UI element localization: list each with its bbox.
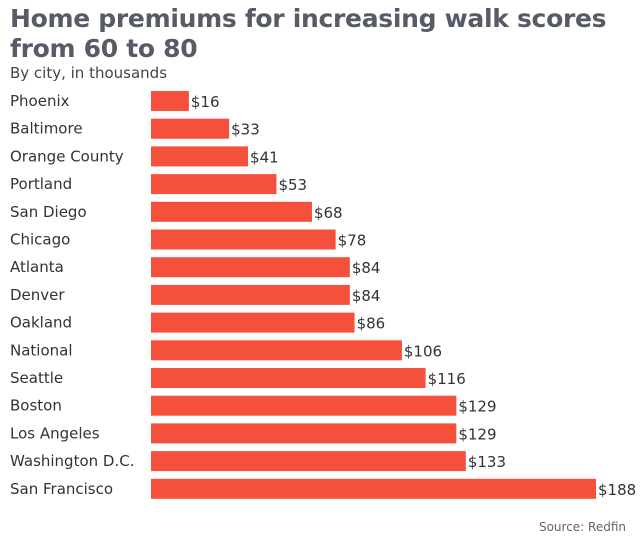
bar	[151, 284, 350, 305]
category-label: Orange County	[10, 147, 124, 165]
bar	[151, 229, 336, 250]
category-label: Seattle	[10, 369, 63, 387]
value-label: $16	[191, 93, 220, 111]
source-note: Source: Redfin	[538, 520, 626, 534]
category-label: San Francisco	[10, 480, 113, 498]
bar	[151, 146, 249, 167]
value-label: $133	[468, 453, 506, 471]
bar	[151, 451, 466, 472]
value-label: $33	[231, 121, 260, 139]
category-label: San Diego	[10, 203, 87, 221]
value-label: $106	[404, 342, 442, 360]
category-label: Chicago	[10, 231, 70, 249]
bar	[151, 118, 230, 139]
category-label: Boston	[10, 397, 62, 415]
bar	[151, 395, 457, 416]
bar	[151, 174, 277, 195]
category-label: Phoenix	[10, 92, 70, 110]
category-label: Baltimore	[10, 120, 83, 138]
value-label: $84	[352, 287, 381, 305]
category-label: Oakland	[10, 314, 72, 332]
bar	[151, 368, 426, 388]
value-label: $78	[338, 232, 367, 250]
category-label: Washington D.C.	[10, 452, 134, 470]
value-label: $129	[458, 425, 496, 443]
bar	[151, 257, 350, 278]
value-label: $188	[598, 481, 636, 499]
category-label: Los Angeles	[10, 424, 100, 442]
category-label: Denver	[10, 286, 65, 304]
value-label: $84	[352, 259, 381, 277]
bar	[151, 423, 457, 444]
value-label: $53	[278, 176, 307, 194]
bar	[151, 340, 402, 361]
value-label: $116	[428, 370, 466, 388]
bar	[151, 201, 312, 222]
bar	[151, 478, 596, 499]
value-label: $68	[314, 204, 343, 222]
category-label: Atlanta	[10, 258, 64, 276]
value-label: $86	[357, 315, 386, 333]
bar	[151, 91, 189, 111]
bar	[151, 312, 355, 333]
category-label: Portland	[10, 175, 72, 193]
value-label: $41	[250, 148, 279, 166]
value-label: $129	[458, 398, 496, 416]
category-label: National	[10, 341, 73, 359]
chart-subtitle: By city, in thousands	[10, 64, 168, 82]
chart-title: Home premiums for increasing walk scores…	[10, 4, 607, 63]
